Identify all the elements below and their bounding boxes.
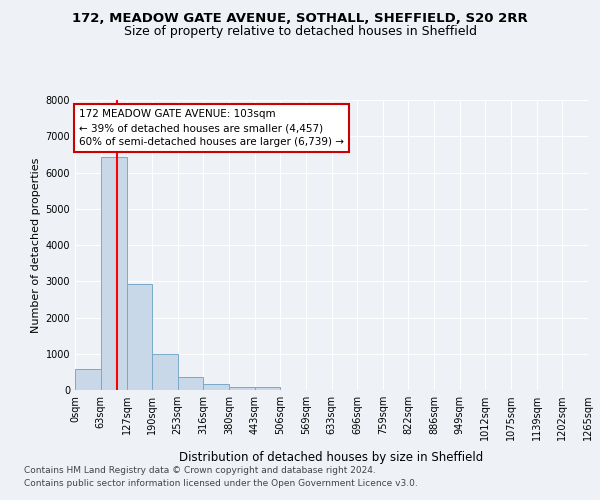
X-axis label: Distribution of detached houses by size in Sheffield: Distribution of detached houses by size … <box>179 452 484 464</box>
Text: Contains public sector information licensed under the Open Government Licence v3: Contains public sector information licen… <box>24 479 418 488</box>
Bar <box>152 354 178 390</box>
Bar <box>178 377 203 390</box>
Text: Contains HM Land Registry data © Crown copyright and database right 2024.: Contains HM Land Registry data © Crown c… <box>24 466 376 475</box>
Bar <box>203 384 229 390</box>
Y-axis label: Number of detached properties: Number of detached properties <box>31 158 41 332</box>
Bar <box>127 284 152 390</box>
Bar <box>101 158 127 390</box>
Bar <box>254 386 280 390</box>
Text: Size of property relative to detached houses in Sheffield: Size of property relative to detached ho… <box>124 25 476 38</box>
Text: 172, MEADOW GATE AVENUE, SOTHALL, SHEFFIELD, S20 2RR: 172, MEADOW GATE AVENUE, SOTHALL, SHEFFI… <box>72 12 528 26</box>
Bar <box>229 386 254 390</box>
Text: 172 MEADOW GATE AVENUE: 103sqm
← 39% of detached houses are smaller (4,457)
60% : 172 MEADOW GATE AVENUE: 103sqm ← 39% of … <box>79 109 344 147</box>
Bar <box>75 369 101 390</box>
